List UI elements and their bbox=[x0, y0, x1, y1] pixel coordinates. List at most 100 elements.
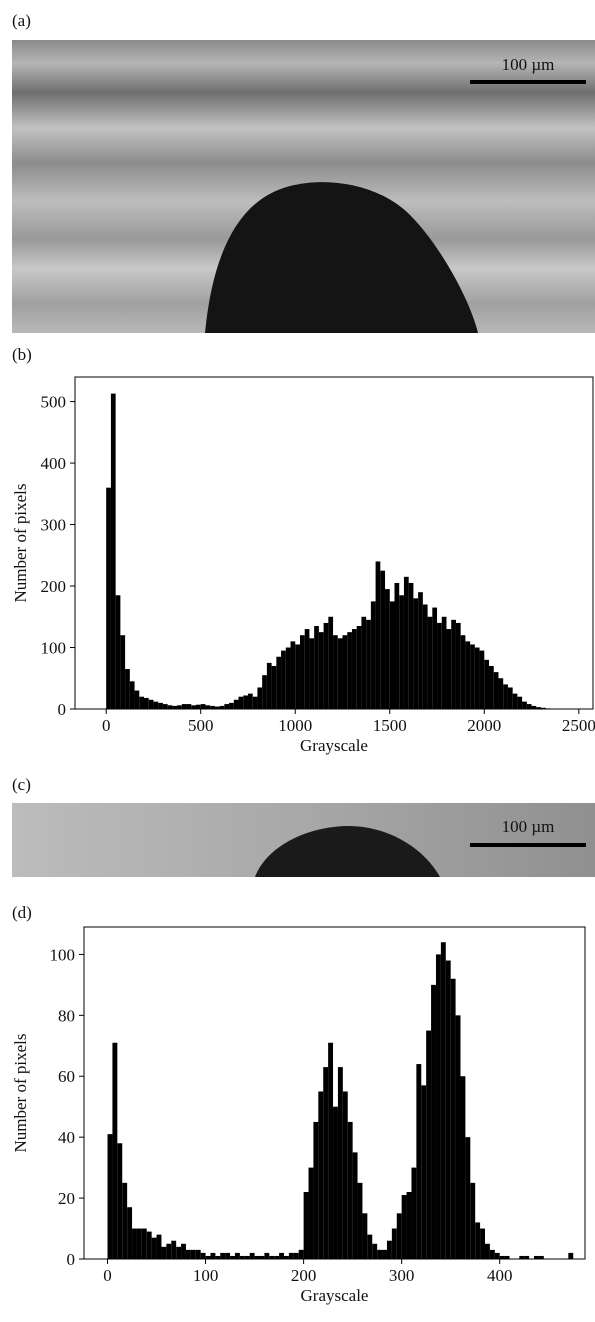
bar bbox=[504, 1255, 510, 1259]
bar bbox=[224, 704, 230, 709]
bar bbox=[503, 684, 508, 709]
bar bbox=[455, 1015, 461, 1259]
bar bbox=[161, 1246, 167, 1259]
bar bbox=[422, 604, 428, 709]
bar bbox=[313, 1121, 319, 1259]
bar bbox=[295, 644, 300, 709]
bar bbox=[465, 1137, 471, 1259]
bar bbox=[507, 687, 513, 709]
bar bbox=[266, 662, 272, 709]
bar bbox=[219, 705, 225, 709]
bar bbox=[172, 705, 178, 709]
bar bbox=[230, 1255, 235, 1259]
bar bbox=[318, 1091, 324, 1259]
bar bbox=[233, 699, 239, 709]
y-tick-label: 200 bbox=[41, 577, 67, 596]
bar bbox=[450, 978, 456, 1259]
bar bbox=[229, 702, 234, 709]
bar bbox=[465, 641, 471, 709]
y-tick-label: 80 bbox=[58, 1006, 75, 1025]
bar bbox=[238, 696, 244, 709]
bar bbox=[499, 1255, 505, 1259]
bar bbox=[166, 1243, 172, 1259]
bar bbox=[257, 687, 263, 709]
bar bbox=[489, 665, 494, 709]
bar bbox=[269, 1255, 275, 1259]
bar bbox=[156, 1234, 162, 1259]
y-tick-label: 100 bbox=[50, 945, 76, 964]
x-axis-label: Grayscale bbox=[300, 736, 368, 755]
bar bbox=[342, 1091, 348, 1259]
bar bbox=[394, 582, 400, 709]
bar bbox=[308, 1167, 314, 1259]
bar bbox=[411, 1167, 417, 1259]
x-tick-label: 300 bbox=[389, 1266, 415, 1285]
bar bbox=[225, 1252, 231, 1259]
bar bbox=[568, 1252, 574, 1259]
bar bbox=[200, 1252, 206, 1259]
bar bbox=[437, 622, 442, 709]
bar bbox=[375, 561, 381, 709]
bar bbox=[290, 641, 296, 709]
bar bbox=[281, 650, 286, 709]
bar bbox=[382, 1249, 387, 1259]
bar bbox=[380, 570, 386, 709]
bar bbox=[347, 632, 352, 709]
bar bbox=[522, 701, 527, 709]
bar bbox=[134, 690, 140, 709]
panel-label: (b) bbox=[12, 345, 32, 364]
bar bbox=[132, 1228, 137, 1259]
bar bbox=[214, 706, 220, 709]
bar bbox=[426, 1030, 432, 1259]
x-tick-label: 0 bbox=[103, 1266, 112, 1285]
bar bbox=[445, 960, 451, 1259]
bar bbox=[333, 635, 338, 709]
x-tick-label: 0 bbox=[102, 716, 111, 735]
bar bbox=[177, 705, 182, 709]
bar bbox=[475, 1222, 481, 1259]
bar bbox=[162, 704, 168, 709]
bar bbox=[328, 616, 334, 709]
y-tick-label: 60 bbox=[58, 1067, 75, 1086]
bar bbox=[120, 635, 126, 709]
bar bbox=[127, 1207, 133, 1259]
bar bbox=[153, 701, 159, 709]
bar bbox=[304, 629, 310, 709]
bar bbox=[279, 1252, 285, 1259]
bar bbox=[372, 1243, 378, 1259]
bar bbox=[249, 1252, 255, 1259]
bar bbox=[351, 629, 357, 709]
bar bbox=[106, 487, 111, 709]
bar bbox=[484, 1243, 490, 1259]
bar bbox=[337, 638, 343, 709]
bar bbox=[385, 589, 390, 709]
bar bbox=[470, 644, 475, 709]
bar bbox=[186, 704, 192, 709]
bar bbox=[288, 1252, 294, 1259]
bar bbox=[524, 1255, 530, 1259]
bar bbox=[190, 1249, 196, 1259]
bar bbox=[328, 1042, 334, 1259]
bar bbox=[403, 576, 409, 709]
bar bbox=[534, 1255, 539, 1259]
y-tick-label: 300 bbox=[41, 516, 67, 535]
y-tick-label: 400 bbox=[41, 454, 67, 473]
bar bbox=[519, 1255, 525, 1259]
bar bbox=[352, 1152, 358, 1259]
bar bbox=[259, 1255, 265, 1259]
bar bbox=[337, 1067, 343, 1259]
bar bbox=[347, 1121, 353, 1259]
bar bbox=[115, 595, 121, 709]
bar bbox=[413, 598, 419, 709]
bar bbox=[125, 669, 130, 709]
bar bbox=[323, 1067, 329, 1259]
bar bbox=[271, 665, 277, 709]
x-tick-label: 1000 bbox=[278, 716, 312, 735]
bar bbox=[408, 582, 414, 709]
panel-label: (d) bbox=[12, 903, 32, 922]
x-tick-label: 100 bbox=[193, 1266, 219, 1285]
bar bbox=[455, 622, 461, 709]
bar bbox=[421, 1085, 427, 1259]
bar bbox=[205, 1255, 211, 1259]
